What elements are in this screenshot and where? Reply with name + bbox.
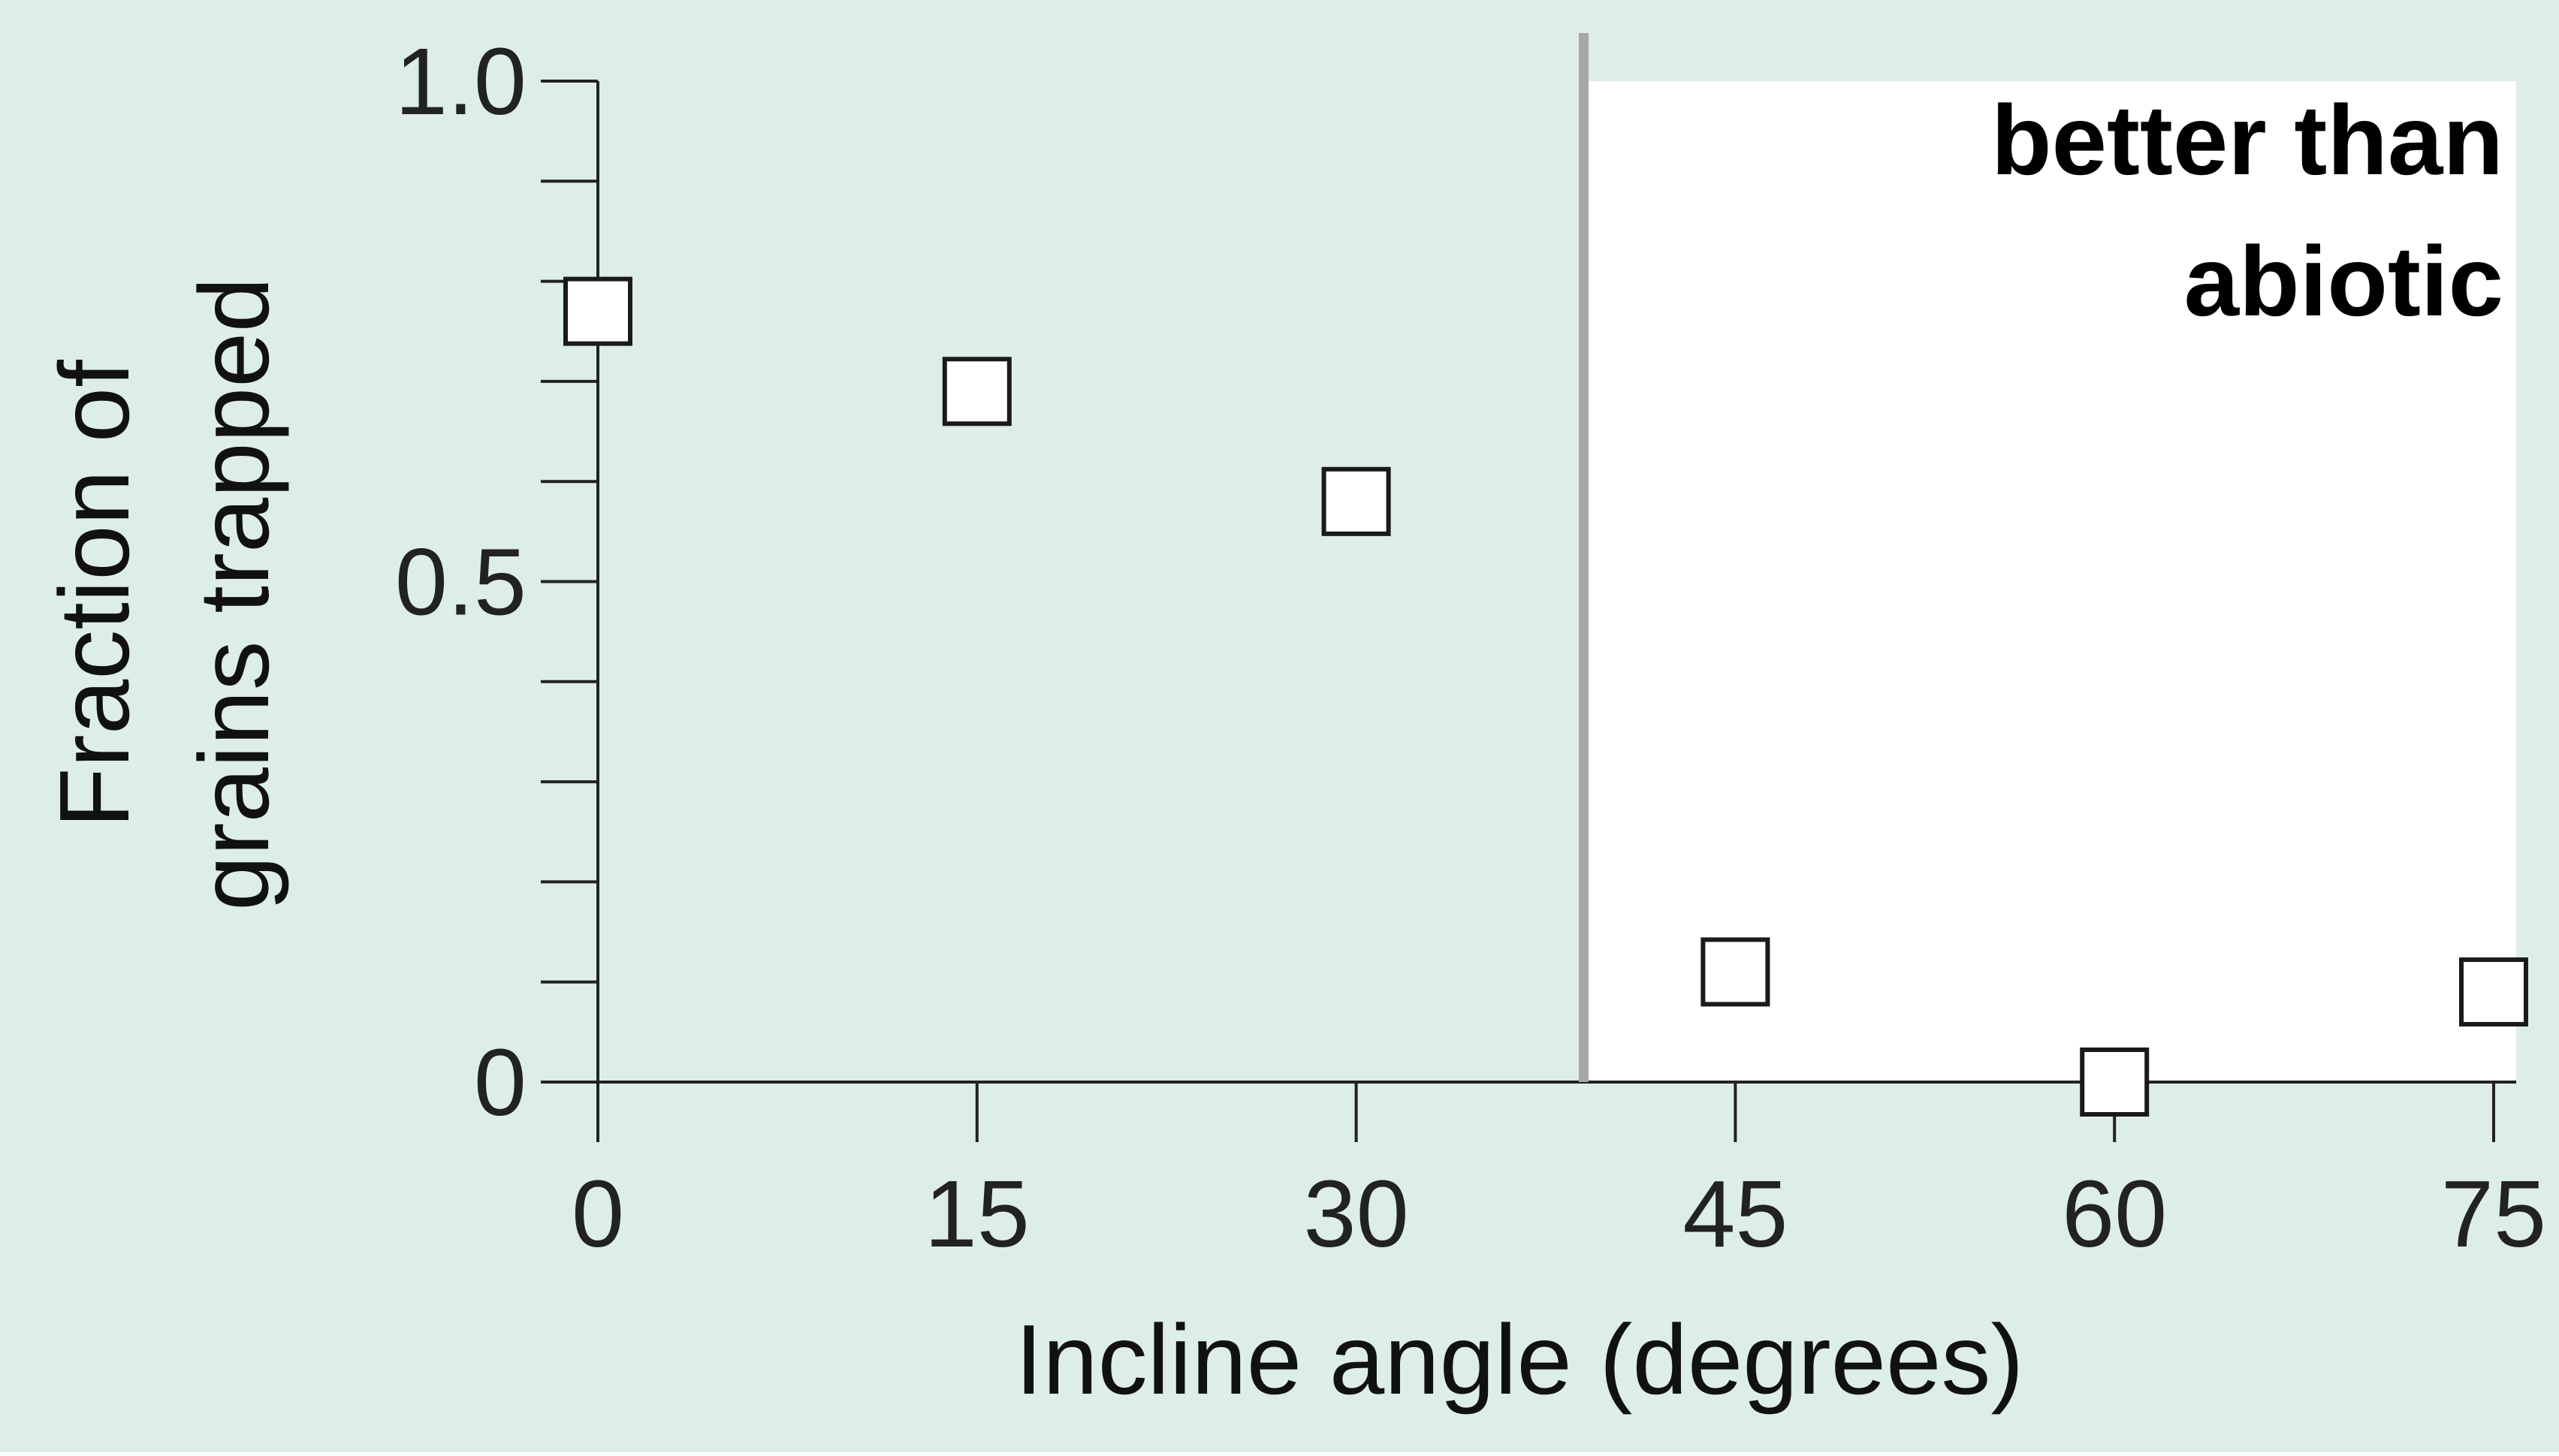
y-tick-label: 0.5 xyxy=(395,529,527,635)
x-tick-label: 45 xyxy=(1682,1161,1788,1267)
y-tick-label: 1.0 xyxy=(395,29,527,134)
x-tick-label: 60 xyxy=(2062,1161,2167,1267)
y-axis-title: Fraction of grains trapped xyxy=(39,277,289,911)
y-tick-labels: 0 0.5 1.0 xyxy=(395,29,527,1135)
x-tick-label: 15 xyxy=(925,1161,1030,1267)
better-than-abiotic-region xyxy=(1583,81,2516,1082)
data-point xyxy=(563,276,632,346)
y-tick-label: 0 xyxy=(474,1029,527,1135)
region-label: better than abiotic xyxy=(1991,85,2503,336)
x-tick-label: 0 xyxy=(572,1161,624,1267)
data-point xyxy=(1321,466,1391,536)
data-point xyxy=(2080,1048,2150,1117)
y-axis-title-line-1: Fraction of xyxy=(39,360,149,828)
region-label-line-2: abiotic xyxy=(2184,226,2503,336)
x-tick-label: 75 xyxy=(2441,1161,2546,1267)
data-points xyxy=(563,276,2528,1117)
y-minor-ticks xyxy=(541,80,598,1084)
x-tick-label: 30 xyxy=(1304,1161,1409,1267)
region-label-line-1: better than xyxy=(1991,85,2503,195)
data-point xyxy=(942,357,1012,427)
x-axis-title: Incline angle (degrees) xyxy=(1015,1304,2024,1415)
y-axis-title-line-2: grains trapped xyxy=(179,277,289,911)
data-point xyxy=(1700,937,1770,1007)
x-tick-labels: 0 15 30 45 60 75 xyxy=(572,1161,2546,1267)
data-point xyxy=(2459,957,2528,1027)
